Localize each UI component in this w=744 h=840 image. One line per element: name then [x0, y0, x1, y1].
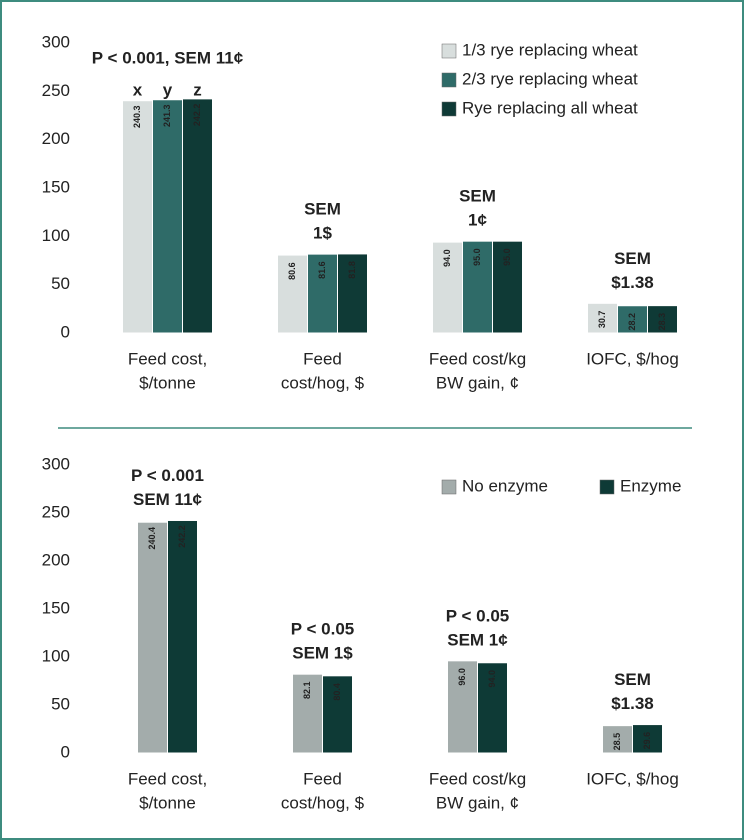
legend-label: Enzyme	[620, 476, 681, 495]
y-tick-label: 50	[51, 694, 70, 713]
value-label: 82.1	[302, 681, 312, 699]
x-tick-label: IOFC, $/hog	[586, 769, 679, 788]
value-label: 28.2	[627, 313, 637, 331]
x-tick-label: $/tonne	[139, 793, 196, 812]
annotation: SEM	[614, 670, 651, 689]
y-tick-label: 0	[61, 322, 70, 341]
y-tick-label: 300	[42, 454, 70, 473]
value-label: 240.3	[132, 105, 142, 128]
bar	[647, 305, 678, 334]
annotation: P < 0.001	[131, 466, 204, 485]
value-label: 29.6	[642, 732, 652, 750]
value-label: 94.0	[487, 670, 497, 688]
x-tick-label: Feed	[303, 769, 342, 788]
significance-letter: z	[193, 80, 202, 99]
annotation: $1.38	[611, 694, 654, 713]
bar	[122, 100, 153, 334]
value-label: 242.2	[177, 525, 187, 548]
y-tick-label: 250	[42, 502, 70, 521]
legend-label: 2/3 rye replacing wheat	[462, 69, 638, 88]
annotation: P < 0.05	[446, 606, 510, 625]
annotation: 1¢	[468, 211, 487, 230]
value-label: 80.6	[287, 262, 297, 280]
significance-letter: y	[163, 80, 173, 99]
bar	[322, 675, 353, 754]
value-label: 81.8	[347, 261, 357, 279]
value-label: 240.4	[147, 527, 157, 550]
y-tick-label: 100	[42, 646, 70, 665]
legend-swatch	[441, 101, 457, 117]
y-tick-label: 0	[61, 742, 70, 761]
legend-label: 1/3 rye replacing wheat	[462, 40, 638, 59]
value-label: 81.6	[317, 261, 327, 279]
bar	[337, 253, 368, 334]
legend-label: No enzyme	[462, 476, 548, 495]
bar	[477, 662, 508, 754]
y-tick-label: 100	[42, 226, 70, 245]
value-label: 80.4	[332, 683, 342, 701]
significance-letter: x	[133, 80, 143, 99]
y-tick-label: 200	[42, 129, 70, 148]
bar	[182, 98, 213, 334]
bar	[307, 253, 338, 334]
annotation: P < 0.05	[291, 620, 355, 639]
legend-label: Rye replacing all wheat	[462, 98, 638, 117]
legend-swatch	[441, 72, 457, 88]
y-tick-label: 200	[42, 550, 70, 569]
value-label: 94.0	[442, 249, 452, 267]
x-tick-label: Feed	[303, 349, 342, 368]
annotation: SEM	[459, 187, 496, 206]
value-label: 30.7	[597, 311, 607, 329]
annotation: SEM 1¢	[447, 630, 508, 649]
annotation: SEM 11¢	[133, 490, 203, 509]
value-label: 242.2	[192, 104, 202, 127]
annotation: P < 0.001, SEM 11¢	[92, 48, 244, 67]
annotation: $1.38	[611, 273, 654, 292]
legend-swatch	[599, 479, 615, 495]
x-tick-label: Feed cost,	[128, 769, 207, 788]
bar	[292, 673, 323, 754]
bar	[632, 724, 663, 754]
annotation: SEM 1$	[292, 644, 353, 663]
bar	[152, 99, 183, 334]
value-label: 241.3	[162, 104, 172, 127]
x-tick-label: Feed cost,	[128, 349, 207, 368]
x-tick-label: cost/hog, $	[281, 793, 365, 812]
value-label: 95.0	[472, 248, 482, 266]
value-label: 95.0	[502, 248, 512, 266]
bar	[602, 725, 633, 754]
bar	[167, 519, 198, 754]
y-tick-label: 150	[42, 177, 70, 196]
x-tick-label: $/tonne	[139, 373, 196, 392]
x-tick-label: IOFC, $/hog	[586, 349, 679, 368]
y-tick-label: 300	[42, 32, 70, 51]
legend-swatch	[441, 43, 457, 59]
x-tick-label: BW gain, ¢	[436, 373, 519, 392]
value-label: 96.0	[457, 668, 467, 686]
y-tick-label: 50	[51, 274, 70, 293]
annotation: SEM	[614, 249, 651, 268]
y-tick-label: 150	[42, 598, 70, 617]
value-label: 28.3	[657, 313, 667, 331]
bar	[492, 240, 523, 334]
x-tick-label: cost/hog, $	[281, 373, 365, 392]
bar	[137, 521, 168, 754]
annotation: SEM	[304, 199, 341, 218]
x-tick-label: Feed cost/kg	[429, 769, 526, 788]
value-label: 28.5	[612, 733, 622, 751]
x-tick-label: BW gain, ¢	[436, 793, 519, 812]
annotation: 1$	[313, 223, 332, 242]
legend-swatch	[441, 479, 457, 495]
y-tick-label: 250	[42, 81, 70, 100]
x-tick-label: Feed cost/kg	[429, 349, 526, 368]
